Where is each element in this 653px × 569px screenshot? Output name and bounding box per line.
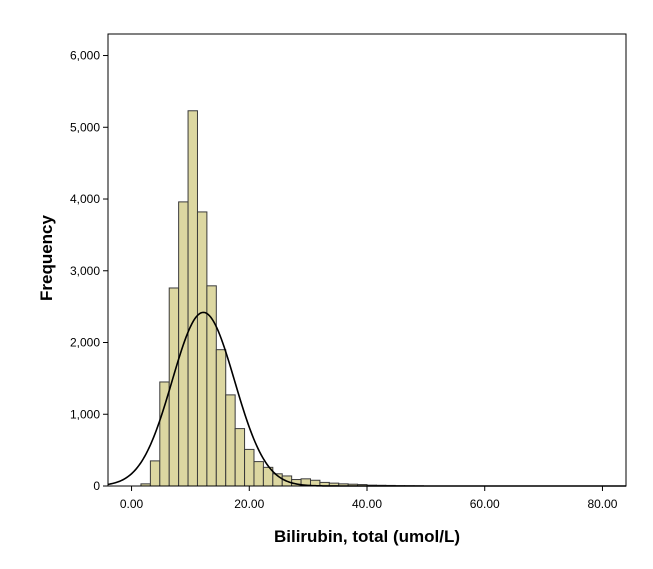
y-tick-label: 1,000: [70, 407, 100, 421]
y-axis-title: Frequency: [37, 214, 56, 301]
histogram-bar: [253, 461, 264, 487]
y-tick-label: 2,000: [70, 336, 100, 350]
histogram-bar: [187, 110, 198, 487]
histogram-bar: [225, 394, 236, 487]
y-tick-label: 3,000: [70, 264, 100, 278]
x-tick-label: 20.00: [234, 497, 264, 511]
x-axis-title: Bilirubin, total (umol/L): [274, 527, 460, 546]
x-tick-label: 80.00: [587, 497, 617, 511]
y-tick-label: 4,000: [70, 192, 100, 206]
histogram-bar: [244, 448, 255, 487]
y-tick-label: 6,000: [70, 49, 100, 63]
y-tick-label: 0: [93, 479, 100, 493]
histogram-bar: [149, 460, 161, 487]
x-tick-label: 60.00: [470, 497, 500, 511]
histogram-bar: [215, 349, 227, 487]
histogram-bar: [234, 428, 246, 487]
histogram-bar: [196, 211, 208, 487]
y-axis: 0 1,000 2,000 3,000 4,000 5,000 6,000: [70, 49, 108, 493]
x-axis: 0.00 20.00 40.00 60.00 80.00: [120, 486, 618, 511]
x-tick-label: 0.00: [120, 497, 144, 511]
y-tick-label: 5,000: [70, 120, 100, 134]
x-tick-label: 40.00: [352, 497, 382, 511]
histogram-bar: [206, 285, 217, 487]
